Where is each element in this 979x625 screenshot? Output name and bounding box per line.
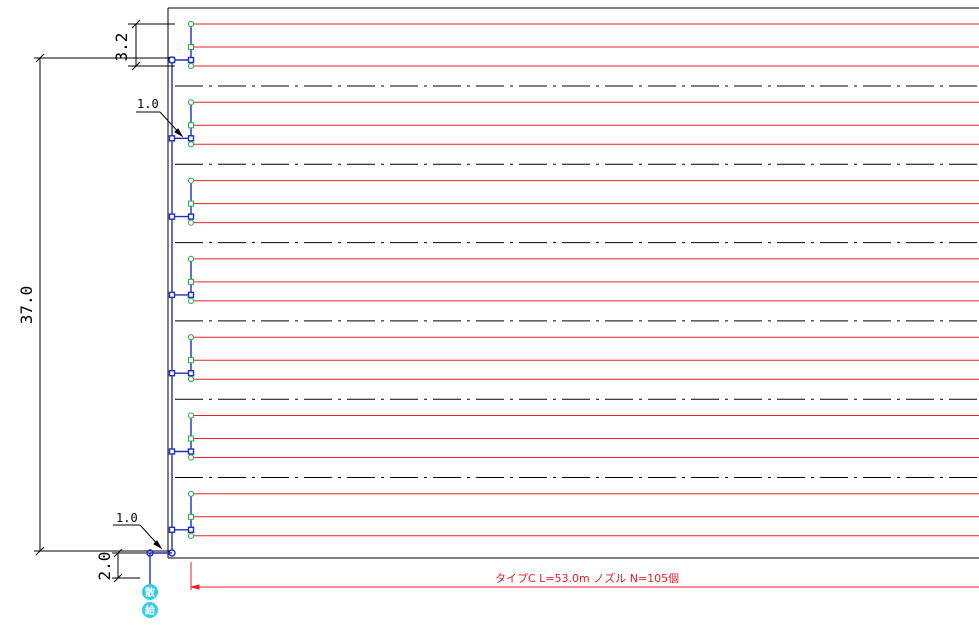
valve-marker: [187, 213, 195, 220]
valve-marker: [168, 213, 176, 220]
field-boundary: [167, 7, 979, 559]
bed-separator-lines: [175, 85, 979, 478]
nozzle-icon: [187, 219, 195, 226]
valve-marker: [187, 370, 195, 377]
valve-marker: [187, 135, 195, 142]
nozzle-icon: [188, 44, 194, 50]
nozzle-icon: [187, 297, 195, 304]
nozzle-icon: [187, 376, 195, 383]
valve-marker: [187, 448, 195, 455]
dimension-label-bottom-offset: 2.0: [95, 552, 114, 581]
nozzle-icon: [188, 357, 194, 364]
leader-upper-offset: [136, 111, 184, 138]
nozzle-icon: [188, 513, 194, 520]
nozzle-icon: [187, 177, 195, 184]
valve-marker: [168, 526, 176, 533]
nozzle-icon: [188, 435, 194, 442]
dimension-label-total-height: 37.0: [17, 286, 36, 325]
dimension-label-top-spacing: 3.2: [112, 33, 131, 62]
valve-bubble-sprinkle: 散: [142, 584, 158, 600]
nozzle-icon: [188, 122, 194, 129]
valve-marker: [187, 56, 195, 64]
valve-bubble-supply: 給: [142, 602, 158, 618]
nozzle-icon: [187, 99, 195, 106]
nozzle-icon: [187, 412, 195, 419]
nozzle-markers: [187, 20, 195, 539]
pipe-annotation-label: タイプC L=53.0m ノズル N=105個: [495, 571, 679, 585]
supply-pipe: [146, 549, 172, 590]
valve-bubble-label-2: 給: [145, 604, 156, 617]
valve-marker: [168, 135, 176, 142]
dimension-label-upper-offset: 1.0: [137, 97, 159, 111]
nozzle-icon: [188, 278, 194, 285]
leader-lower-offset: [113, 524, 163, 550]
nozzle-icon: [187, 334, 195, 341]
dimension-label-lower-offset: 1.0: [116, 511, 138, 525]
valve-marker: [168, 448, 176, 455]
nozzle-icon: [187, 532, 195, 539]
valve-marker: [168, 370, 176, 377]
nozzle-icon: [187, 454, 195, 461]
dimension-top-spacing: [128, 19, 175, 71]
valve-marker: [187, 526, 195, 533]
valve-marker: [168, 291, 176, 299]
dimension-total-height: [34, 53, 170, 556]
nozzle-icon: [187, 141, 195, 148]
header-pipe: [168, 24, 195, 557]
nozzle-icon: [188, 200, 194, 207]
nozzle-icon: [187, 20, 195, 28]
nozzle-icon: [187, 490, 195, 497]
header-end-marker: [168, 56, 176, 64]
lateral-pipe-lines: [190, 23, 979, 537]
nozzle-icon: [187, 255, 195, 262]
nozzle-icon: [187, 62, 195, 70]
valve-bubble-label-1: 散: [145, 586, 156, 599]
pipe-length-dimension: [190, 562, 979, 590]
valve-marker: [187, 291, 195, 299]
dimension-bottom-offset: [112, 548, 152, 583]
